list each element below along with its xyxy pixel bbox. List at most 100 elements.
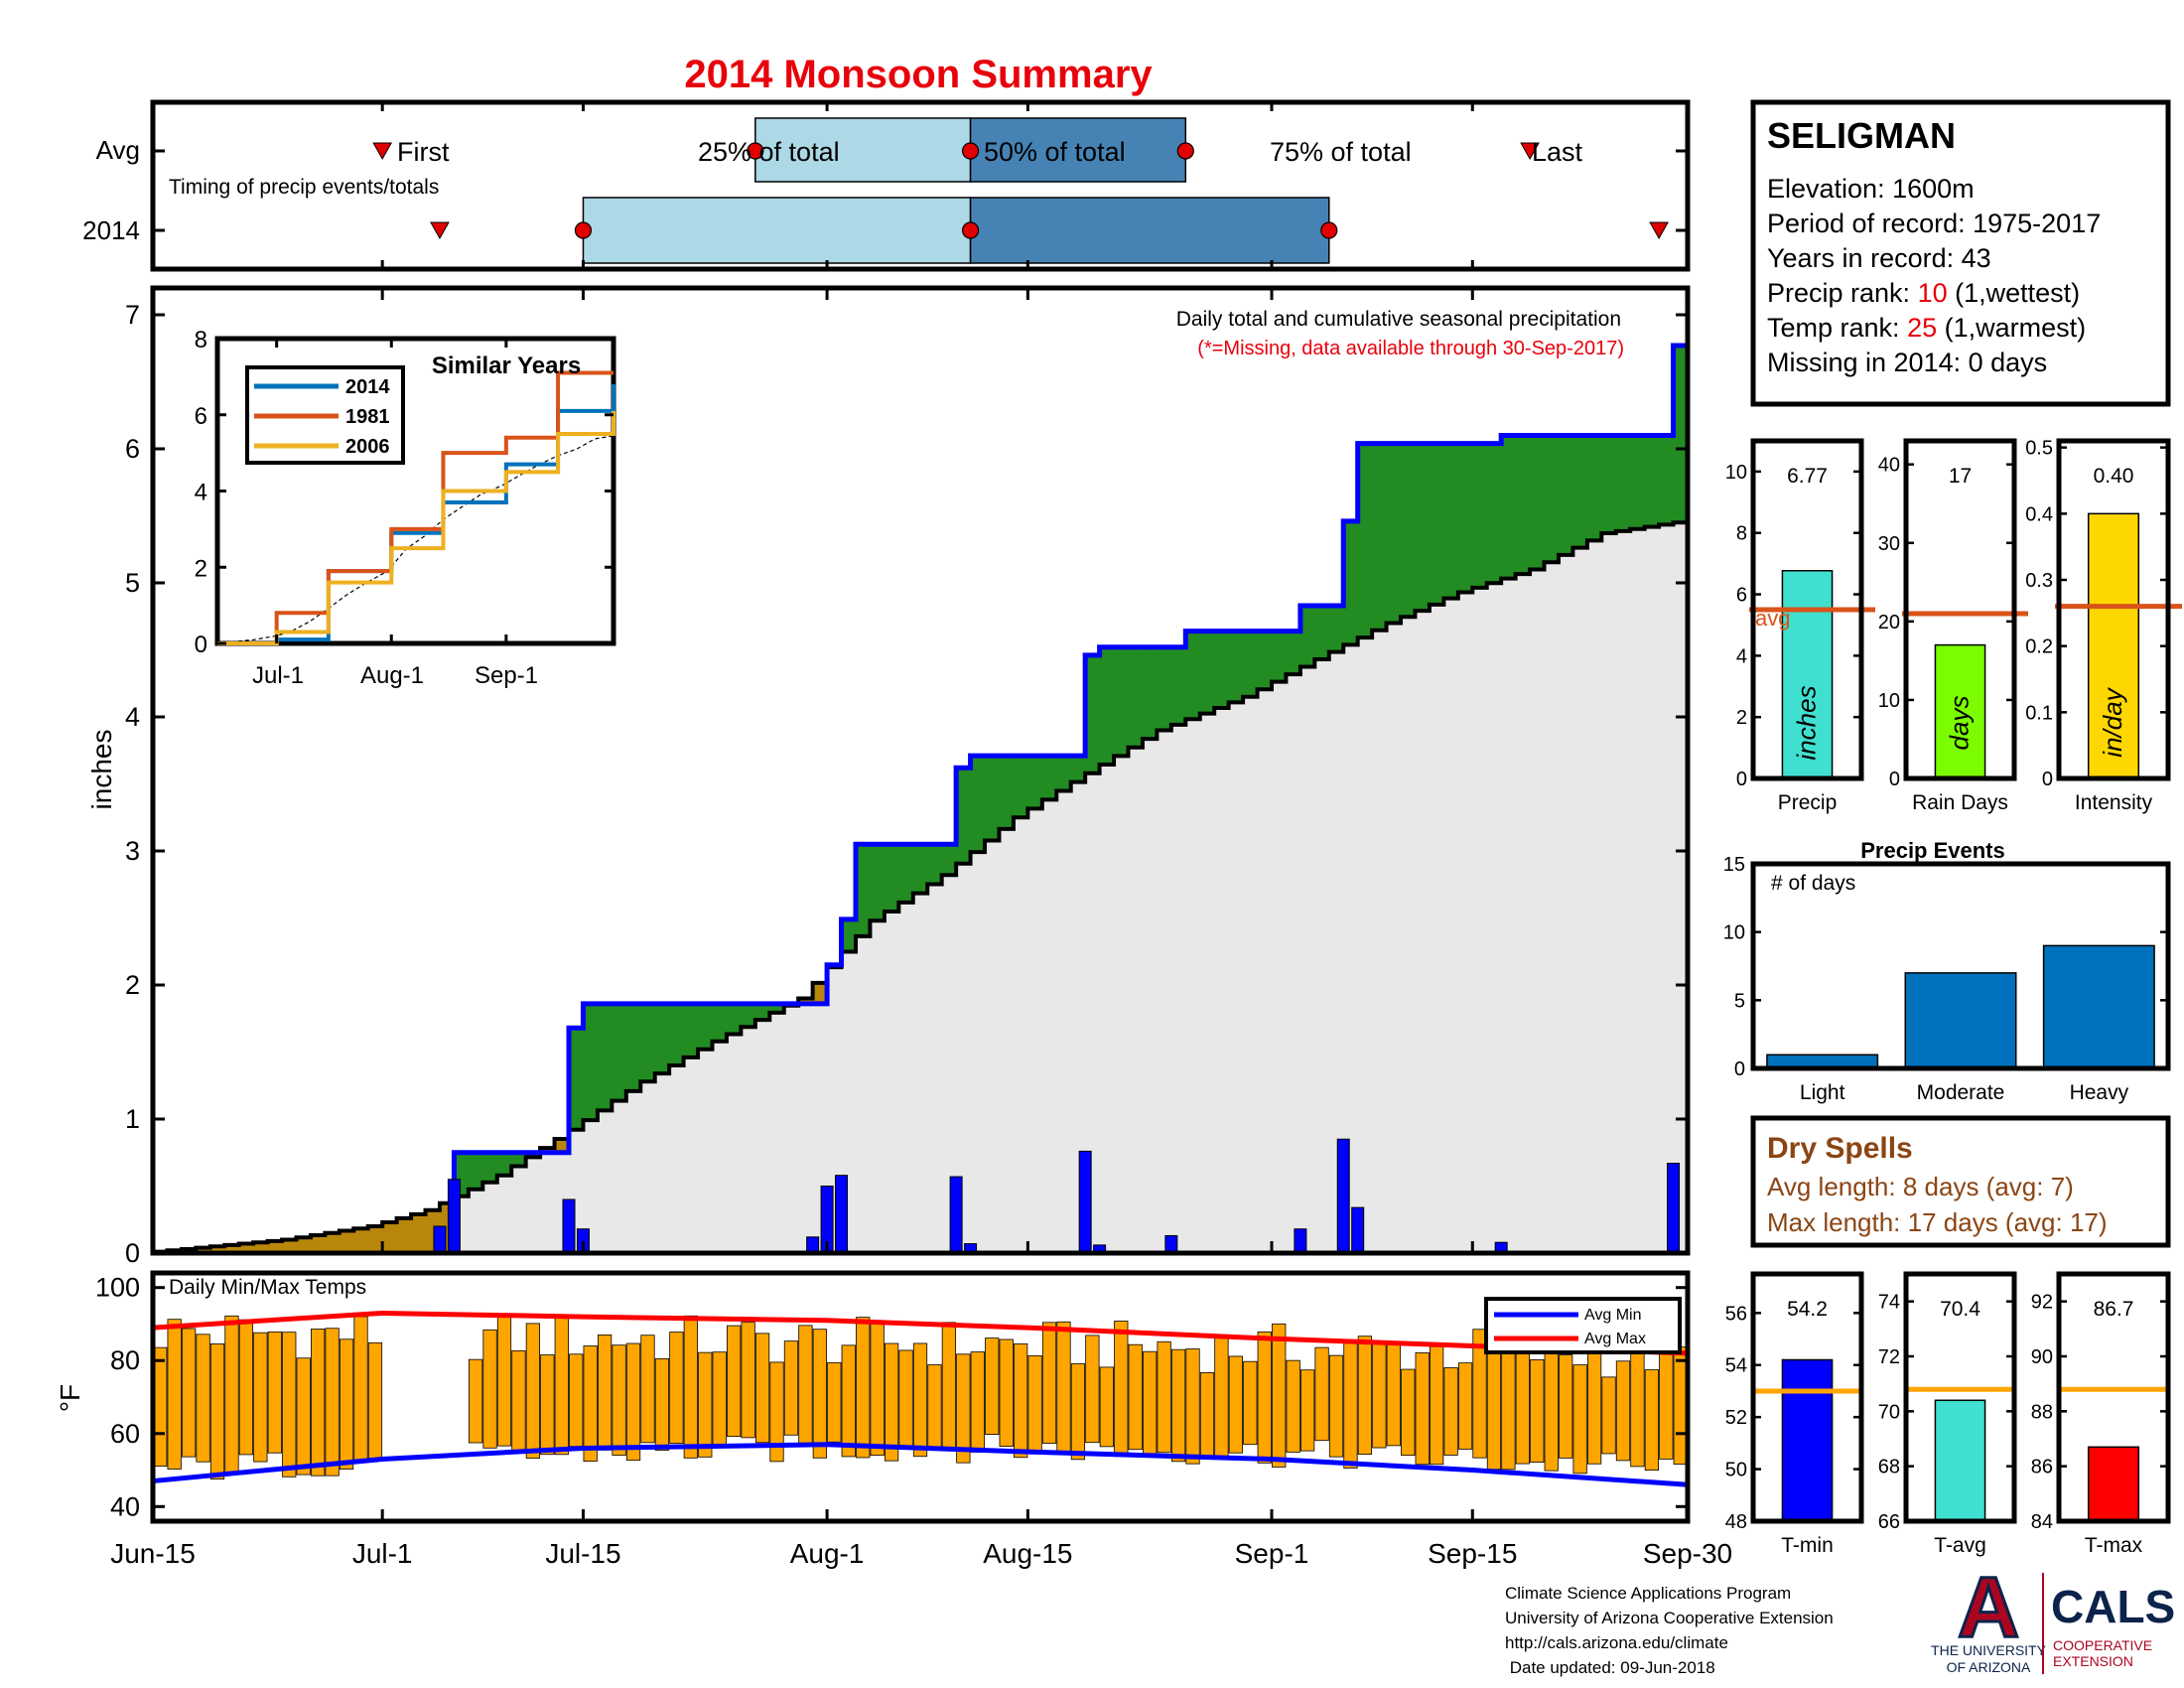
x-axis-label: Jun-15 bbox=[110, 1538, 196, 1569]
main-ytick-label: 2 bbox=[125, 970, 140, 1000]
daily-precip-bar bbox=[1294, 1228, 1307, 1254]
average-cumulative-line bbox=[151, 520, 1688, 1254]
average-fill bbox=[1401, 617, 1417, 1253]
above-average-fill bbox=[855, 844, 872, 936]
above-average-fill bbox=[1099, 646, 1115, 766]
daily-temp-bar bbox=[985, 1337, 1000, 1435]
daily-temp-bar bbox=[654, 1357, 670, 1451]
x-axis-label: Sep-15 bbox=[1428, 1538, 1517, 1569]
daily-temp-bar bbox=[1443, 1367, 1458, 1456]
daily-temp-bar bbox=[339, 1338, 354, 1470]
above-average-fill bbox=[669, 1003, 685, 1065]
tmin-mini-ytick-label: 52 bbox=[1725, 1407, 1747, 1429]
above-average-fill bbox=[1630, 435, 1646, 529]
above-average-fill bbox=[1515, 435, 1531, 575]
average-fill bbox=[583, 1120, 599, 1253]
event-bar-heavy bbox=[2042, 944, 2155, 1069]
daily-temp-bar bbox=[898, 1349, 913, 1449]
daily-temp-bar bbox=[554, 1316, 569, 1456]
average-fill bbox=[654, 1073, 670, 1253]
x-axis-label: Aug-15 bbox=[983, 1538, 1072, 1569]
average-fill bbox=[1142, 739, 1159, 1253]
temp-ytick-label: 80 bbox=[110, 1345, 140, 1375]
avg-max-temp-line bbox=[152, 1310, 1689, 1356]
timing-2014-q25-q50-box bbox=[582, 197, 972, 264]
daily-precip-bar bbox=[1078, 1150, 1092, 1254]
average-fill bbox=[1085, 773, 1101, 1253]
timing-panel bbox=[150, 99, 1691, 272]
inset-ytick-label: 0 bbox=[195, 632, 207, 658]
timing-q50-label: 50% of total bbox=[984, 137, 1126, 167]
daily-temp-bar bbox=[153, 1346, 168, 1468]
timing-avg-quantile-marker bbox=[961, 142, 980, 160]
daily-temp-bar bbox=[1099, 1366, 1114, 1448]
tmin-mini-bar bbox=[1781, 1358, 1834, 1522]
station-info-line: Missing in 2014: 0 days bbox=[1767, 348, 2047, 377]
temp-ytick-label: 100 bbox=[95, 1273, 140, 1303]
average-fill bbox=[1601, 533, 1617, 1253]
raindays-mini-unit: days bbox=[1945, 696, 1975, 751]
daily-temp-bar bbox=[353, 1316, 368, 1461]
average-fill bbox=[1443, 598, 1459, 1253]
inset-xtick-jul: Jul-1 bbox=[252, 662, 304, 689]
event-xlabel: Heavy bbox=[2070, 1081, 2129, 1104]
daily-precip-bar bbox=[1336, 1138, 1350, 1254]
footer-link[interactable]: http://cals.arizona.edu/climate bbox=[1505, 1633, 1728, 1652]
daily-temp-bar bbox=[1559, 1354, 1573, 1459]
intensity-mini-ytick-label: 0 bbox=[2042, 769, 2053, 790]
daily-temp-bar bbox=[1056, 1321, 1071, 1453]
daily-temp-bar bbox=[569, 1353, 584, 1448]
daily-temp-bar bbox=[282, 1332, 297, 1477]
below-average-fill bbox=[267, 1240, 283, 1253]
mini-bar-charts: 0 2 4 6 8 10 6.77 inches Precip 0 10 20 30 40 17 days Ra… bbox=[1725, 438, 2182, 814]
timing-2014-endpoint-marker bbox=[430, 221, 450, 240]
daily-temp-bar bbox=[1644, 1369, 1660, 1472]
ua-logo-letter: A bbox=[1958, 1560, 2019, 1655]
precip-plot: 0 1 2 3 4 5 6 7 bbox=[125, 285, 1691, 1268]
average-fill bbox=[1558, 554, 1574, 1253]
above-average-fill bbox=[1157, 646, 1172, 731]
daily-temp-bar bbox=[841, 1344, 856, 1458]
tmax-mini-ytick-label: 84 bbox=[2031, 1511, 2053, 1533]
above-average-fill bbox=[569, 1028, 585, 1130]
tmax-mini-frame bbox=[2056, 1271, 2171, 1524]
daily-temp-bar bbox=[1070, 1363, 1086, 1461]
timing-avg-quantile-marker bbox=[747, 142, 764, 160]
daily-temp-bar bbox=[1157, 1340, 1171, 1454]
events-ytick-label: 10 bbox=[1723, 922, 1745, 944]
raindays-mini-ytick-label: 10 bbox=[1878, 690, 1900, 712]
above-average-fill bbox=[726, 1003, 742, 1035]
daily-temp-bar bbox=[209, 1343, 225, 1479]
inset-title: Similar Years bbox=[432, 352, 581, 379]
timing-q25-label: 25% of total bbox=[698, 137, 840, 167]
footer-credits: Climate Science Applications Program Uni… bbox=[1505, 1581, 1834, 1680]
average-fill bbox=[912, 893, 928, 1253]
inset-legend-2014: 2014 bbox=[345, 376, 390, 398]
daily-temp-bar bbox=[311, 1329, 326, 1477]
daily-temp-bar bbox=[1430, 1345, 1444, 1466]
above-average-fill bbox=[1586, 435, 1602, 541]
daily-temp-bar bbox=[1185, 1348, 1200, 1465]
events-title: Precip Events bbox=[1860, 838, 2005, 863]
tavg-mini-ytick-label: 70 bbox=[1878, 1401, 1900, 1423]
raindays-mini-bar bbox=[1934, 643, 1986, 779]
above-average-fill bbox=[698, 1003, 714, 1050]
inset-legend-1981: 1981 bbox=[345, 406, 390, 428]
daily-temp-bar bbox=[1372, 1342, 1387, 1449]
daily-temp-bar bbox=[812, 1329, 827, 1459]
main-note-missing: (*=Missing, data available through 30-Se… bbox=[1197, 338, 1624, 359]
average-fill bbox=[597, 1110, 613, 1253]
above-average-fill bbox=[1142, 646, 1159, 740]
precip-mini-value: 6.77 bbox=[1787, 465, 1828, 488]
average-fill bbox=[1586, 540, 1602, 1253]
inset-ytick-label: 2 bbox=[195, 555, 207, 582]
above-average-fill bbox=[482, 1152, 498, 1183]
main-ytick-label: 5 bbox=[125, 568, 140, 598]
tmin-mini-value: 54.2 bbox=[1787, 1298, 1828, 1321]
average-fill bbox=[1544, 562, 1560, 1253]
average-fill bbox=[496, 1175, 512, 1253]
x-axis-label: Jul-1 bbox=[352, 1538, 413, 1569]
daily-temp-bar bbox=[1199, 1372, 1215, 1459]
tavg-mini-ytick-label: 68 bbox=[1878, 1457, 1900, 1478]
daily-temp-bar bbox=[754, 1333, 770, 1444]
